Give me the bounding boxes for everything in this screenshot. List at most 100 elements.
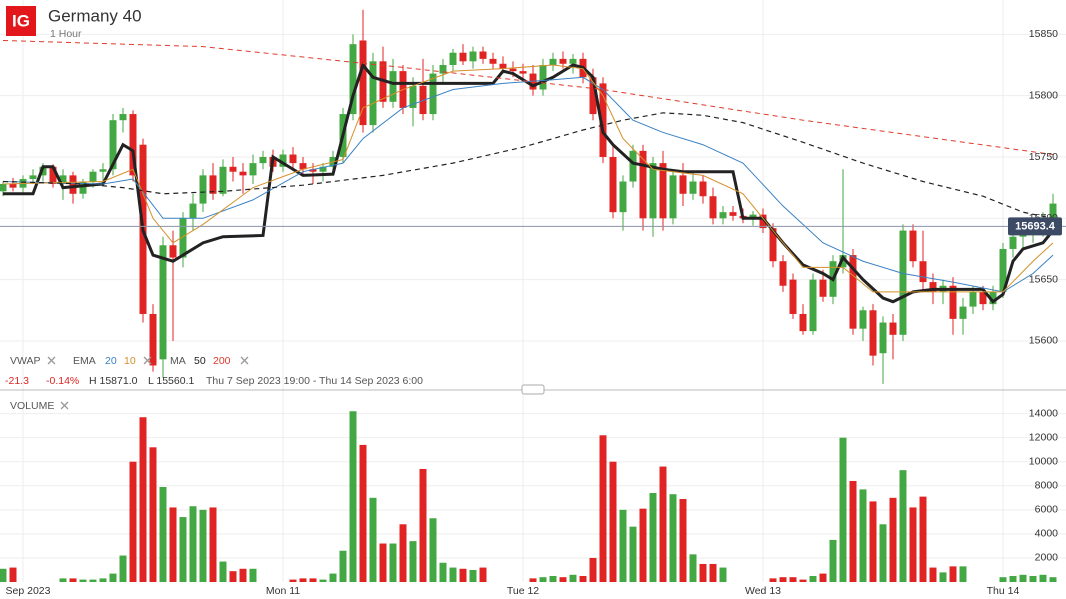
volume-bar: [1029, 575, 1037, 582]
candle-body: [369, 61, 377, 126]
candle-body: [909, 230, 917, 262]
candle-body: [779, 261, 787, 286]
volume-bar: [1039, 574, 1047, 582]
candle-body: [389, 71, 397, 102]
candle-body: [649, 163, 657, 219]
candle-body: [69, 175, 77, 194]
candle-body: [419, 85, 427, 115]
ma-legend[interactable]: MA: [170, 355, 186, 367]
volume-bar: [929, 567, 937, 582]
y-tick-label: 15750: [1029, 151, 1058, 163]
candle-body: [719, 212, 727, 219]
volume-bar: [59, 578, 67, 582]
candle-body: [109, 120, 117, 170]
candle-body: [839, 255, 847, 268]
volume-bar: [849, 480, 857, 582]
candle-body: [219, 166, 227, 194]
volume-bar: [549, 575, 557, 582]
candle-body: [499, 63, 507, 69]
candle-body: [789, 279, 797, 314]
candle-body: [989, 291, 997, 305]
candle-body: [709, 196, 717, 219]
vwap-legend[interactable]: VWAP: [10, 355, 41, 367]
candle-body: [859, 310, 867, 329]
volume-bar: [419, 468, 427, 582]
candle-body: [729, 212, 737, 216]
volume-bar: [589, 557, 597, 582]
volume-bar: [789, 577, 797, 582]
y-tick-label: 6000: [1035, 504, 1059, 516]
candle-body: [309, 169, 317, 172]
y-tick-label: 12000: [1029, 431, 1058, 443]
volume-bar: [229, 571, 237, 582]
close-icons[interactable]: [47, 356, 249, 410]
candle-body: [1009, 236, 1017, 249]
candle-body: [479, 51, 487, 59]
candle-body: [849, 255, 857, 329]
volume-bar: [219, 561, 227, 582]
x-tick-label: Mon 11: [266, 585, 300, 597]
candle-body: [1049, 203, 1057, 219]
volume-bar: [449, 567, 457, 582]
candle-body: [979, 291, 987, 305]
candle-body: [119, 114, 127, 121]
candle-body: [0, 183, 7, 192]
header-band: [0, 0, 1066, 40]
candle-body: [699, 181, 707, 197]
volume-bar: [399, 524, 407, 582]
indicator-line: [2, 39, 1054, 156]
candle-body: [669, 175, 677, 219]
candle-body: [589, 77, 597, 115]
y-tick-label: 4000: [1035, 528, 1059, 540]
ema-legend[interactable]: EMA: [73, 355, 96, 367]
volume-bar: [139, 417, 147, 582]
volume-bar: [579, 575, 587, 582]
volume-bar: [819, 573, 827, 582]
candle-body: [619, 181, 627, 213]
candle-body: [49, 166, 57, 184]
candle-body: [59, 175, 67, 184]
candle-body: [659, 163, 667, 219]
candle-body: [349, 44, 357, 115]
volume-bar: [829, 539, 837, 582]
high: H 15871.0: [89, 375, 138, 387]
candle-body: [199, 175, 207, 204]
volume-bar: [349, 411, 357, 582]
candle-body: [919, 261, 927, 283]
indicator-line: [2, 112, 1054, 219]
indicator-line: [2, 64, 1054, 293]
volume-bar: [879, 524, 887, 582]
volume-bar: [459, 568, 467, 582]
candle-body: [809, 279, 817, 332]
volume-bar: [179, 517, 187, 582]
candle-body: [289, 154, 297, 164]
logo-box: [6, 6, 36, 36]
candle-body: [229, 166, 237, 172]
candle-body: [949, 285, 957, 319]
candle-body: [509, 68, 517, 72]
volume-bar: [949, 566, 957, 582]
indicator-legend: VWAP EMA MA -21.3 -0.14% H 15871.0 L 155…: [5, 355, 423, 410]
volume-bar: [659, 466, 667, 582]
volume-bar: [119, 555, 127, 582]
change-pct: -0.14%: [46, 375, 79, 387]
volume-bar: [859, 489, 867, 582]
volume-bar: [199, 509, 207, 582]
volume-bar: [939, 572, 947, 582]
volume-bar: [699, 563, 707, 582]
candle-body: [489, 58, 497, 64]
candle-body: [869, 310, 877, 356]
candle-body: [599, 83, 607, 157]
volume-bar: [709, 563, 717, 582]
x-tick-label: Tue 12: [507, 585, 539, 597]
candle-body: [689, 181, 697, 194]
pane-handle[interactable]: [521, 384, 545, 395]
change: -21.3: [5, 375, 29, 387]
candle-body: [449, 52, 457, 65]
volume-bar: [889, 497, 897, 582]
interval: 1 Hour: [50, 28, 82, 40]
candle-body: [959, 306, 967, 319]
volume-bar: [149, 447, 157, 582]
volume-bar: [89, 579, 97, 582]
